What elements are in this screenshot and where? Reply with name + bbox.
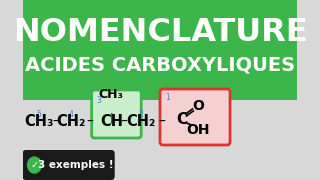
Text: CH₃: CH₃ [24,114,53,129]
Text: CH₂: CH₂ [56,114,86,129]
Text: C: C [176,112,187,127]
Text: –: – [86,115,93,129]
Text: 3 exemples !: 3 exemples ! [38,160,113,170]
Text: OH: OH [187,123,210,137]
Text: |: | [109,113,113,123]
Circle shape [28,157,41,173]
Text: –: – [158,115,165,129]
Text: 1: 1 [165,93,170,102]
Text: 4: 4 [69,109,74,118]
FancyBboxPatch shape [23,0,297,100]
Text: –: – [52,115,59,129]
Text: –: – [121,115,128,129]
Text: NOMENCLATURE: NOMENCLATURE [13,17,307,48]
FancyBboxPatch shape [160,89,230,145]
FancyBboxPatch shape [22,150,115,180]
Text: 3: 3 [96,96,101,105]
Text: CH₃: CH₃ [99,87,124,100]
Text: CH₂: CH₂ [126,114,156,129]
Text: 2: 2 [139,109,144,118]
Text: ACIDES CARBOXYLIQUES: ACIDES CARBOXYLIQUES [25,55,295,74]
Text: O: O [193,99,204,113]
Text: CH: CH [100,114,123,129]
Text: ✓: ✓ [30,160,38,170]
FancyBboxPatch shape [92,90,141,138]
Text: 5: 5 [36,109,41,118]
